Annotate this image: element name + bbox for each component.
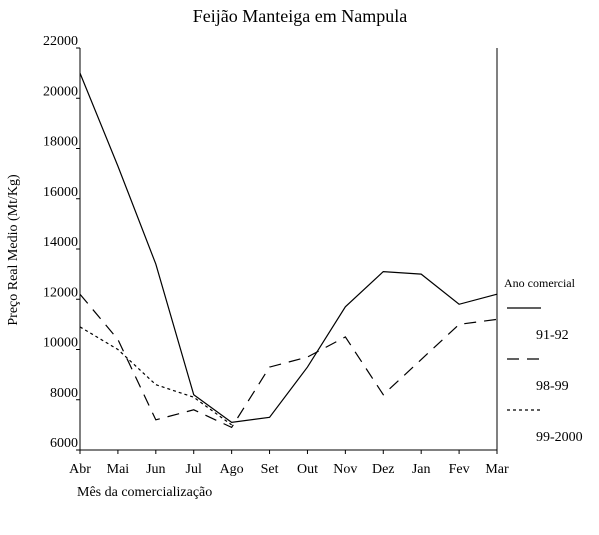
x-tick-label: Fev — [449, 462, 470, 477]
series-line — [79, 326, 232, 426]
y-tick-label: 6000 — [50, 436, 78, 451]
y-tick-label: 12000 — [43, 285, 78, 300]
y-tick-label: 16000 — [43, 185, 78, 200]
legend-label: 91-92 — [536, 328, 569, 343]
y-tick-label: 22000 — [43, 34, 78, 49]
legend-label: 98-99 — [536, 379, 569, 394]
series-line — [79, 293, 498, 429]
y-tick-label: 14000 — [43, 235, 78, 250]
x-axis-label: Mês da comercialização — [77, 485, 212, 500]
x-tick-label: Mar — [485, 462, 509, 477]
y-tick-label: 18000 — [43, 135, 78, 150]
x-tick-label: Jan — [412, 462, 431, 477]
x-tick-label: Nov — [333, 462, 357, 477]
x-tick-label: Set — [261, 462, 279, 477]
y-tick-label: 8000 — [50, 386, 78, 401]
legend-title: Ano comercial — [504, 276, 576, 290]
chart-title: Feijão Manteiga em Nampula — [193, 6, 407, 26]
x-tick-label: Ago — [220, 462, 244, 477]
x-tick-label: Jul — [186, 462, 202, 477]
series-line — [79, 72, 498, 423]
y-tick-label: 20000 — [43, 84, 78, 99]
y-tick-label: 10000 — [43, 336, 78, 351]
x-tick-label: Jun — [146, 462, 165, 477]
x-tick-label: Dez — [372, 462, 395, 477]
x-tick-label: Abr — [69, 462, 91, 477]
x-tick-label: Mai — [107, 462, 130, 477]
legend-label: 99-2000 — [536, 430, 583, 445]
y-axis-label: Preço Real Medio (Mt/Kg) — [6, 174, 21, 326]
x-tick-label: Out — [297, 462, 318, 477]
